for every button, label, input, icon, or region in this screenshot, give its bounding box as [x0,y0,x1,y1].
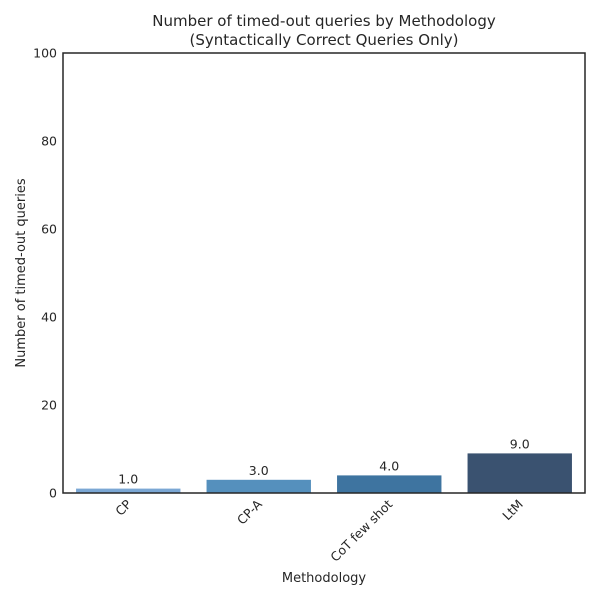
x-tick-label-1: CP-A [234,496,265,527]
y-tick-label-1: 20 [41,398,57,413]
bar-value-label-3: 9.0 [510,436,530,451]
y-tick-label-5: 100 [33,46,57,61]
x-axis-label: Methodology [282,571,367,586]
y-tick-label-3: 60 [41,222,57,237]
bar-1 [206,479,311,493]
bar-0 [76,488,181,493]
x-tick-label-0: CP [112,496,134,518]
y-tick-label-2: 40 [41,310,57,325]
y-axis-label: Number of timed-out queries [14,178,29,367]
chart-title: Number of timed-out queries by Methodolo… [152,12,496,30]
bar-labels-group: 1.0 3.0 4.0 9.0 [118,436,529,486]
x-tick-label-3: LtM [499,497,526,524]
bar-value-label-1: 3.0 [249,463,269,478]
y-tick-label-0: 0 [49,486,57,501]
chart-subtitle: (Syntactically Correct Queries Only) [190,31,459,49]
y-tick-label-4: 80 [41,134,57,149]
bar-value-label-2: 4.0 [379,458,399,473]
x-tick-label-2: CoT few shot [327,496,395,564]
bar-2 [337,475,442,493]
y-axis-ticks: 0 20 40 60 80 100 [33,46,57,501]
bar-3 [467,453,572,493]
plot-frame [62,52,586,494]
x-axis-ticks: CP CP-A CoT few shot LtM [112,496,526,564]
bar-value-label-0: 1.0 [118,472,138,487]
bars-group [76,453,572,493]
